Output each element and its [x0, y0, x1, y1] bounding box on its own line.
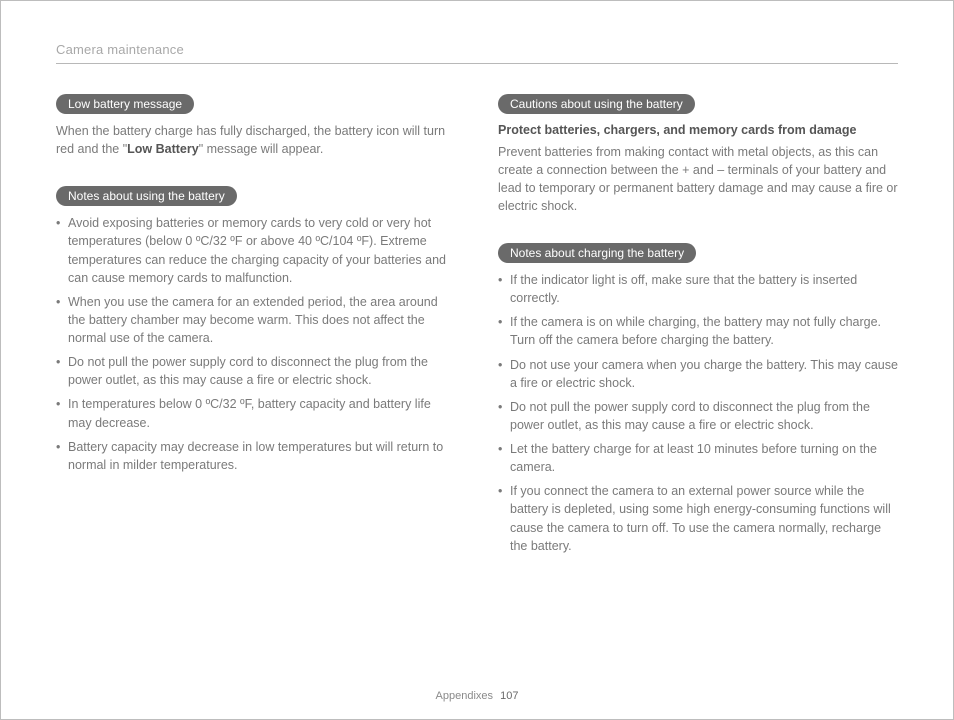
footer-label: Appendixes	[436, 690, 494, 702]
section-low-battery: Low battery message When the battery cha…	[56, 94, 456, 158]
content-columns: Low battery message When the battery cha…	[56, 94, 898, 583]
text-post: " message will appear.	[199, 142, 324, 156]
list-item: Battery capacity may decrease in low tem…	[56, 438, 456, 474]
cautions-text: Prevent batteries from making contact wi…	[498, 143, 898, 216]
list-item: If the camera is on while charging, the …	[498, 313, 898, 349]
cautions-subhead: Protect batteries, chargers, and memory …	[498, 122, 898, 140]
notes-using-list: Avoid exposing batteries or memory cards…	[56, 214, 456, 474]
pill-notes-using: Notes about using the battery	[56, 186, 237, 206]
list-item: Avoid exposing batteries or memory cards…	[56, 214, 456, 287]
list-item: If you connect the camera to an external…	[498, 482, 898, 555]
left-column: Low battery message When the battery cha…	[56, 94, 456, 583]
page-footer: Appendixes 107	[0, 690, 954, 702]
page-header: Camera maintenance	[56, 42, 898, 64]
list-item: Do not pull the power supply cord to dis…	[56, 353, 456, 389]
right-column: Cautions about using the battery Protect…	[498, 94, 898, 583]
list-item: Do not pull the power supply cord to dis…	[498, 398, 898, 434]
list-item: Do not use your camera when you charge t…	[498, 356, 898, 392]
list-item: If the indicator light is off, make sure…	[498, 271, 898, 307]
pill-cautions: Cautions about using the battery	[498, 94, 695, 114]
list-item: Let the battery charge for at least 10 m…	[498, 440, 898, 476]
section-cautions: Cautions about using the battery Protect…	[498, 94, 898, 215]
pill-notes-charging: Notes about charging the battery	[498, 243, 696, 263]
list-item: When you use the camera for an extended …	[56, 293, 456, 347]
low-battery-text: When the battery charge has fully discha…	[56, 122, 456, 158]
section-notes-using: Notes about using the battery Avoid expo…	[56, 186, 456, 474]
section-notes-charging: Notes about charging the battery If the …	[498, 243, 898, 555]
pill-low-battery: Low battery message	[56, 94, 194, 114]
notes-charging-list: If the indicator light is off, make sure…	[498, 271, 898, 555]
header-rule	[56, 63, 898, 64]
page-number: 107	[500, 690, 518, 702]
page-title: Camera maintenance	[56, 42, 898, 57]
list-item: In temperatures below 0 ºC/32 ºF, batter…	[56, 395, 456, 431]
text-bold: Low Battery	[127, 142, 199, 156]
